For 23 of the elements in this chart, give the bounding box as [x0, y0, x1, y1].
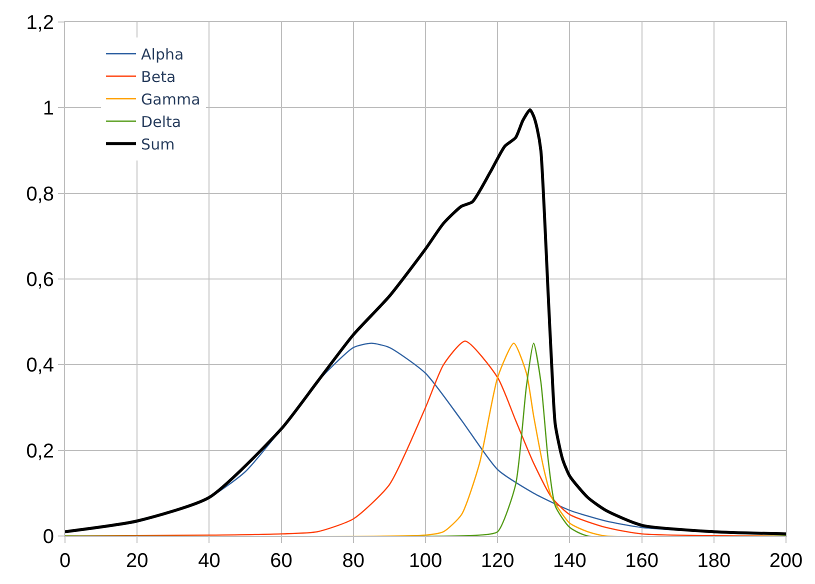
y-tick-label: 0,8 [26, 183, 54, 206]
legend-label: Alpha [141, 46, 184, 64]
x-tick-label: 60 [270, 550, 292, 572]
x-tick-label: 0 [59, 550, 71, 572]
y-tick-label: 0 [42, 526, 54, 548]
x-tick-label: 20 [126, 550, 148, 572]
x-tick-label: 120 [480, 550, 514, 572]
x-tick-label: 200 [769, 550, 803, 572]
x-tick-label: 140 [553, 550, 586, 572]
y-tick-label: 0,6 [26, 269, 54, 291]
legend-label: Delta [141, 113, 182, 132]
x-tick-label: 160 [625, 550, 658, 572]
x-tick-label: 40 [198, 550, 220, 572]
x-tick-label: 80 [342, 550, 365, 572]
legend-label: Gamma [141, 90, 200, 109]
legend-label: Sum [141, 136, 175, 154]
y-tick-label: 0,4 [26, 354, 54, 377]
x-tick-label: 100 [408, 550, 442, 572]
x-tick-label: 180 [697, 550, 731, 572]
y-tick-label: 0,2 [26, 440, 54, 462]
y-tick-label: 1 [42, 98, 54, 120]
y-tick-label: 1,2 [26, 12, 54, 34]
legend-label: Beta [141, 68, 176, 86]
